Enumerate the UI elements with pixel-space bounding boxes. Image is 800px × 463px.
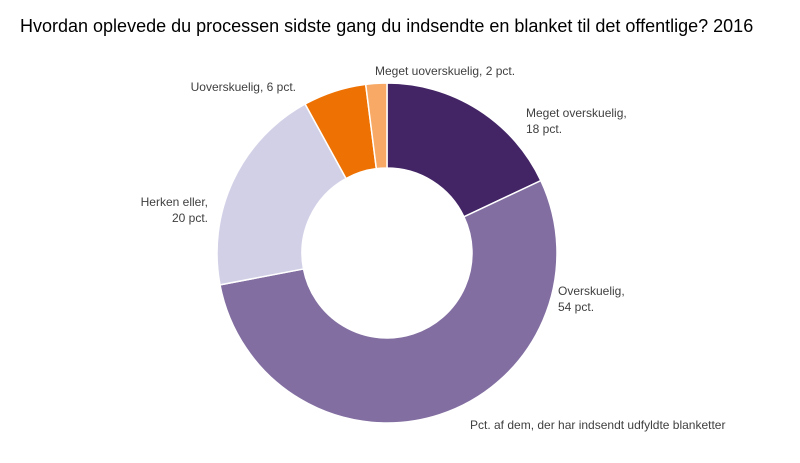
slice-label-meget-uoverskuelig: Meget uoverskuelig, 2 pct. <box>375 64 515 78</box>
donut-slices <box>216 82 558 424</box>
slice-meget-overskuelig <box>386 82 542 218</box>
slice-meget-uoverskuelig <box>364 82 388 170</box>
slice-herken-eller <box>216 103 348 286</box>
chart-title: Hvordan oplevede du processen sidste gan… <box>20 16 754 36</box>
slice-label-overskuelig: Overskuelig, 54 pct. <box>558 284 625 314</box>
slice-labels: Meget overskuelig, 18 pct. Overskuelig, 54 … <box>141 64 627 314</box>
slice-label-meget-overskuelig: Meget overskuelig, 18 pct. <box>526 106 627 136</box>
slice-overskuelig <box>219 179 558 424</box>
chart-note: Pct. af dem, der har indsendt udfyldte b… <box>470 418 726 432</box>
slice-label-uoverskuelig: Uoverskuelig, 6 pct. <box>191 80 296 94</box>
slice-label-herken-eller: Herken eller, 20 pct. <box>141 195 208 225</box>
